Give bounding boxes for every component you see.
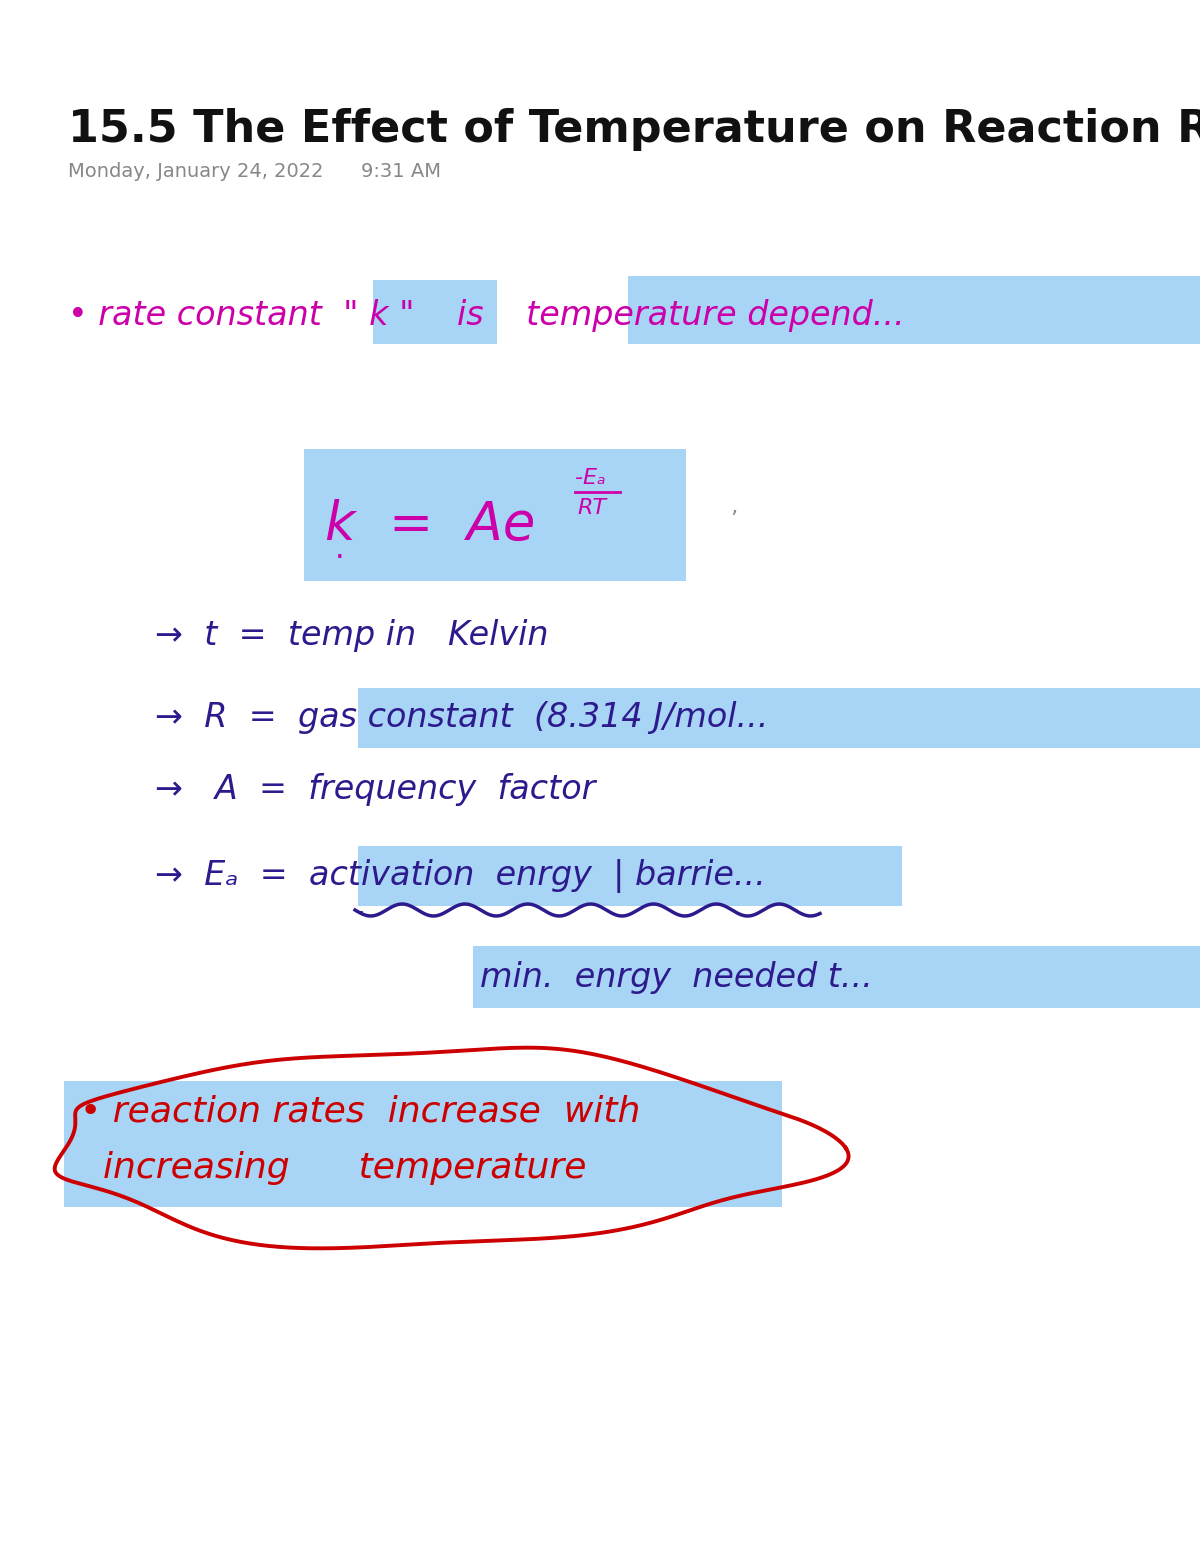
FancyBboxPatch shape xyxy=(628,276,1200,345)
Text: increasing      temperature: increasing temperature xyxy=(80,1151,587,1185)
Text: →   A  =  frequency  factor: → A = frequency factor xyxy=(155,773,595,806)
Text: min.  enrgy  needed t...: min. enrgy needed t... xyxy=(480,960,872,994)
FancyBboxPatch shape xyxy=(64,1081,782,1207)
Text: .: . xyxy=(335,536,344,564)
Text: ’: ’ xyxy=(730,509,737,530)
FancyBboxPatch shape xyxy=(473,946,1200,1008)
FancyBboxPatch shape xyxy=(304,449,686,581)
Text: -Eₐ: -Eₐ xyxy=(575,467,606,488)
FancyBboxPatch shape xyxy=(358,846,902,905)
Text: -: - xyxy=(355,901,364,924)
Text: 15.5 The Effect of Temperature on Reaction Rate: 15.5 The Effect of Temperature on Reacti… xyxy=(68,109,1200,151)
Text: Monday, January 24, 2022      9:31 AM: Monday, January 24, 2022 9:31 AM xyxy=(68,162,442,182)
Text: RT: RT xyxy=(577,499,606,519)
FancyBboxPatch shape xyxy=(373,280,497,345)
Text: →  R  =  gas constant  (8.314 J/mol...: → R = gas constant (8.314 J/mol... xyxy=(155,702,768,735)
Text: →  Eₐ  =  activation  enrgy  | barrie...: → Eₐ = activation enrgy | barrie... xyxy=(155,859,766,893)
Text: k  =  Ae: k = Ae xyxy=(325,499,535,551)
FancyBboxPatch shape xyxy=(358,688,1200,749)
Text: • rate constant  " k "    is    temperature depend...: • rate constant " k " is temperature dep… xyxy=(68,298,905,331)
Text: →  t  =  temp in   Kelvin: → t = temp in Kelvin xyxy=(155,618,548,652)
Text: • reaction rates  increase  with: • reaction rates increase with xyxy=(80,1095,641,1129)
